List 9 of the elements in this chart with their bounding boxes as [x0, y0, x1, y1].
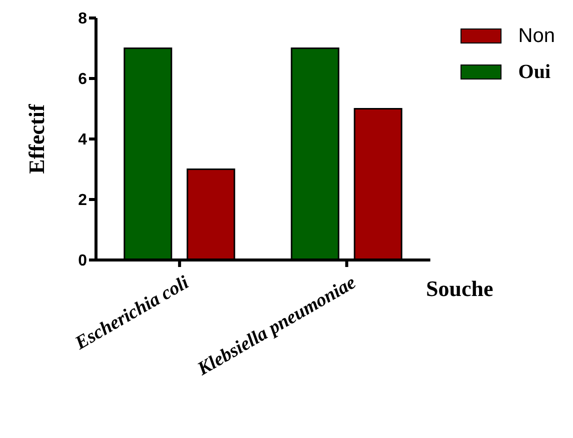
y-tick-label: 8 [78, 10, 88, 28]
y-tick-label: 0 [78, 252, 88, 270]
legend-label: Oui [518, 60, 551, 84]
y-tick-label: 6 [78, 71, 88, 88]
y-axis-title: Effectif [24, 104, 49, 174]
x-axis-title: Souche [426, 276, 494, 302]
legend-label: Non [518, 24, 555, 48]
y-tick-label: 4 [78, 132, 88, 149]
y-tick-label: 2 [78, 192, 88, 210]
